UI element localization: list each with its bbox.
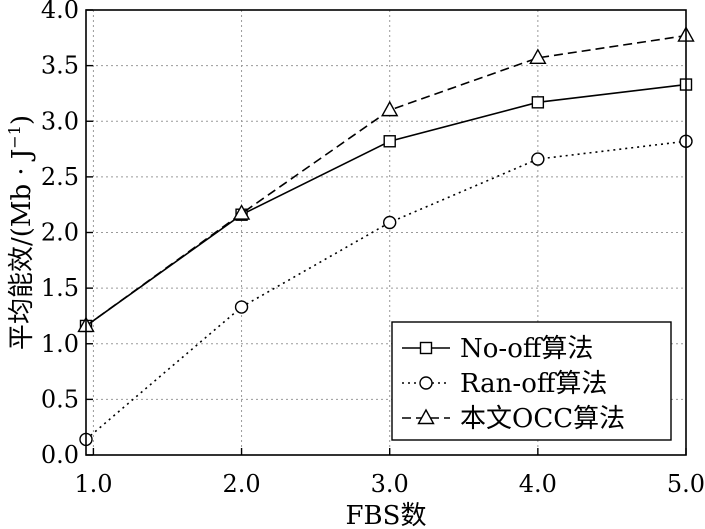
legend-label: No-off算法 [460,334,593,364]
data-point-circle [383,215,397,230]
y-tick-label: 0.0 [41,441,79,469]
y-tick-label: 3.0 [41,107,79,135]
y-axis-title: 平均能效/(Mb · J−1) [5,115,37,350]
y-tick-label: 1.5 [41,274,79,302]
data-point-square [531,96,545,109]
series-triangle [77,26,695,333]
series-square [79,78,693,333]
series-line-triangle [85,34,687,327]
data-point-triangle [232,204,251,220]
legend-label: 本文OCC算法 [460,404,625,434]
data-point-triangle [381,100,399,117]
x-tick-label: 1.0 [74,470,112,498]
legend-marker-triangle [417,408,435,425]
y-axis-title-superscript: −1 [5,125,24,149]
x-axis-title: FBS数 [346,501,427,529]
data-point-circle [531,152,545,166]
x-tick-label: 3.0 [371,470,409,498]
data-point-circle [234,300,249,314]
legend-marker-square [419,341,433,355]
y-tick-label: 0.5 [41,385,79,413]
legend-label: Ran-off算法 [460,369,607,399]
y-axis-title-main: 平均能效/(Mb · J [7,149,37,350]
y-tick-label: 2.5 [41,163,79,191]
legend-box [391,321,672,441]
y-tick-label: 2.0 [41,219,79,247]
y-axis-title-close: ) [7,115,37,125]
y-tick-label: 4.0 [41,0,79,24]
x-tick-label: 2.0 [222,470,260,498]
data-point-triangle [529,48,547,65]
y-tick-label: 1.0 [41,330,79,358]
axis-ticks: 1.0 2.0 3.0 4.0 5.0 0.0 0.5 1.0 1.5 2.0 2.5 3.0 3.5 4… [41,0,705,498]
x-tick-label: 4.0 [519,470,557,498]
data-point-square [383,135,396,148]
series-line-square [85,83,687,327]
legend-marker-circle [419,376,433,390]
x-tick-label: 5.0 [667,470,705,498]
y-tick-label: 3.5 [41,52,79,80]
